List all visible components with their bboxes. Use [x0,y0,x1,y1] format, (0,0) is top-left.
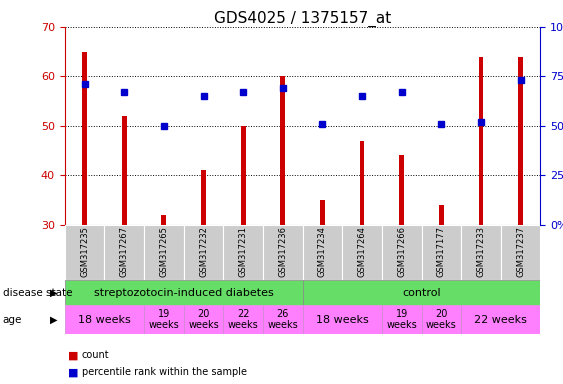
Text: GSM317177: GSM317177 [437,226,446,277]
Bar [241,126,245,225]
Bar [303,305,382,334]
Bar [184,225,224,280]
Bar [461,305,540,334]
Text: GSM317264: GSM317264 [358,226,367,277]
Text: 18 weeks: 18 weeks [78,314,131,325]
Text: GSM317265: GSM317265 [159,226,168,277]
Text: age: age [3,314,22,325]
Bar [104,225,144,280]
Text: GSM317267: GSM317267 [120,226,129,277]
Bar [303,280,540,305]
Text: GSM317266: GSM317266 [397,226,406,277]
Bar [280,76,285,225]
Text: count: count [82,350,109,360]
Text: ▶: ▶ [50,314,57,325]
Bar [303,225,342,280]
Bar [184,305,224,334]
Bar [439,205,444,225]
Bar [461,225,501,280]
Text: control: control [402,288,441,298]
Text: 19
weeks: 19 weeks [149,309,179,331]
Text: ▶: ▶ [50,288,57,298]
Bar [263,225,303,280]
Bar [224,305,263,334]
Text: ■: ■ [68,350,78,360]
Bar [224,225,263,280]
Bar [65,280,303,305]
Bar [382,305,422,334]
Bar [65,225,104,280]
Title: GDS4025 / 1375157_at: GDS4025 / 1375157_at [214,11,391,27]
Text: streptozotocin-induced diabetes: streptozotocin-induced diabetes [94,288,274,298]
Bar [144,225,184,280]
Bar [82,51,87,225]
Bar [263,305,303,334]
Bar [320,200,325,225]
Bar [399,156,404,225]
Text: 19
weeks: 19 weeks [386,309,417,331]
Text: percentile rank within the sample: percentile rank within the sample [82,367,247,377]
Bar [162,215,166,225]
Text: GSM317232: GSM317232 [199,226,208,277]
Text: 22 weeks: 22 weeks [475,314,528,325]
Bar [422,305,461,334]
Text: 22
weeks: 22 weeks [228,309,258,331]
Text: GSM317234: GSM317234 [318,226,327,277]
Text: 26
weeks: 26 weeks [267,309,298,331]
Bar [382,225,422,280]
Text: ■: ■ [68,367,78,377]
Bar [342,225,382,280]
Bar [479,56,484,225]
Text: GSM317236: GSM317236 [278,226,287,277]
Text: GSM317231: GSM317231 [239,226,248,277]
Bar [144,305,184,334]
Text: GSM317235: GSM317235 [80,226,89,277]
Bar [201,170,206,225]
Text: 20
weeks: 20 weeks [426,309,457,331]
Bar [360,141,364,225]
Bar [501,225,540,280]
Bar [422,225,461,280]
Text: disease state: disease state [3,288,72,298]
Bar [122,116,127,225]
Bar [65,305,144,334]
Text: GSM317233: GSM317233 [476,226,485,277]
Bar [519,56,523,225]
Text: 20
weeks: 20 weeks [188,309,219,331]
Text: GSM317237: GSM317237 [516,226,525,277]
Text: 18 weeks: 18 weeks [316,314,369,325]
